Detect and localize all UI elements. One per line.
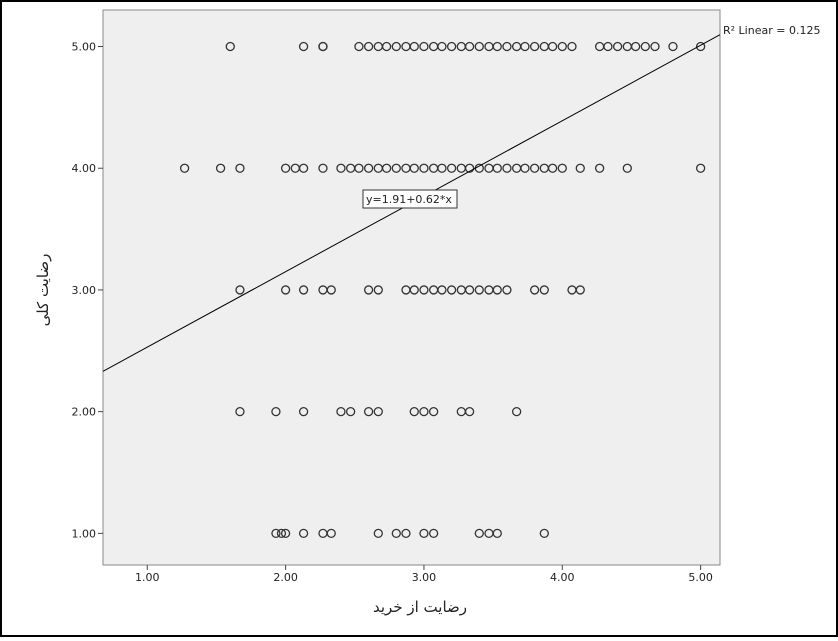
y-axis-label: رضایت کلی — [34, 254, 52, 327]
x-tick-label: 3.00 — [412, 571, 437, 584]
x-tick-label: 5.00 — [688, 571, 713, 584]
x-tick-label: 1.00 — [135, 571, 160, 584]
x-tick-label: 2.00 — [273, 571, 298, 584]
x-axis-label: رضایت از خرید — [373, 598, 467, 616]
r2-label: R² Linear = 0.125 — [723, 24, 820, 37]
equation-label: y=1.91+0.62*x — [366, 193, 452, 206]
y-tick-label: 2.00 — [72, 406, 97, 419]
x-tick-label: 4.00 — [550, 571, 575, 584]
y-tick-label: 1.00 — [72, 527, 97, 540]
y-tick-label: 4.00 — [72, 162, 97, 175]
y-tick-label: 3.00 — [72, 284, 97, 297]
chart: رضایت از خرید رضایت کلی 1.00 2.00 3.00 4.00… — [0, 0, 838, 637]
y-tick-label: 5.00 — [72, 41, 97, 54]
